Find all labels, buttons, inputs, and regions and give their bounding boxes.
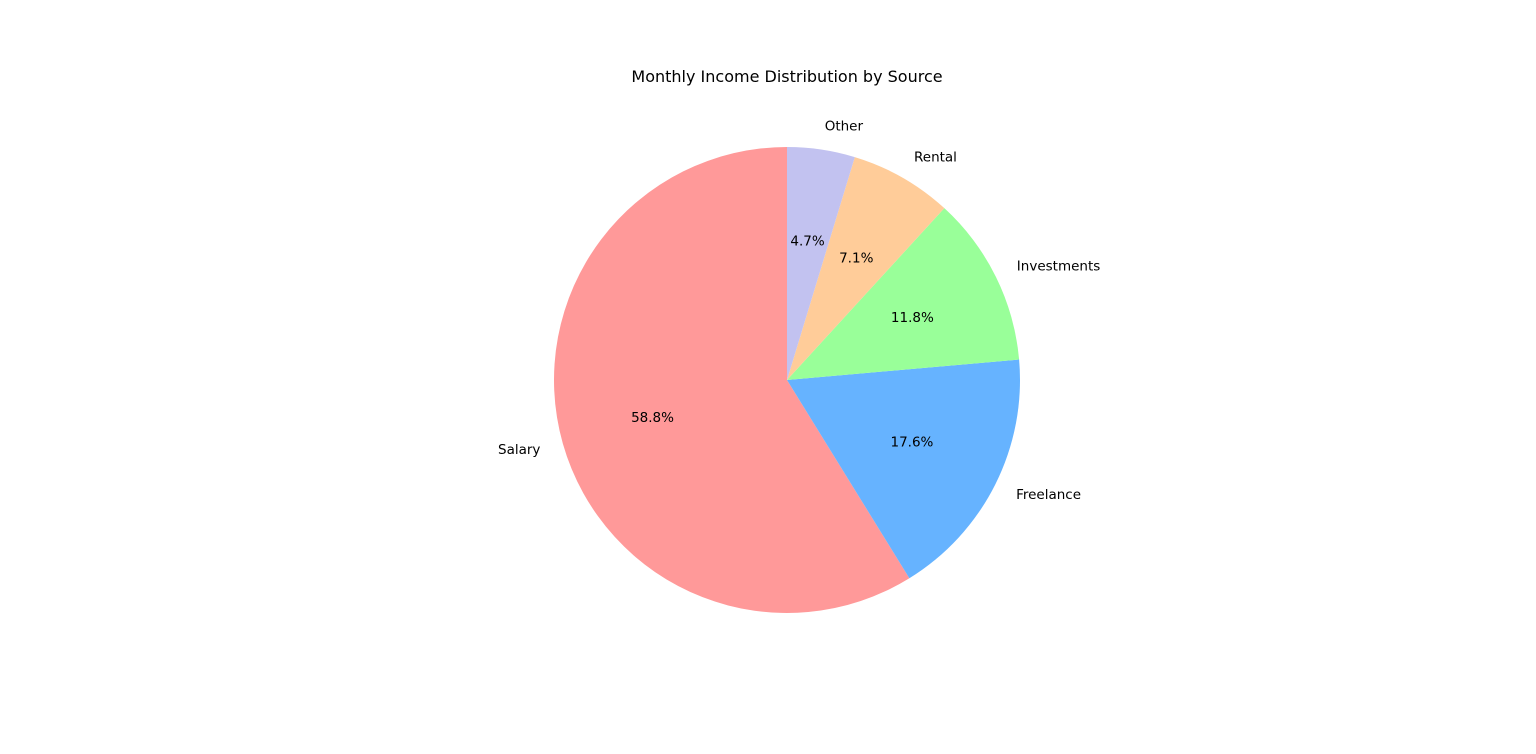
pie-slice-other [787, 147, 855, 380]
pie-slice-rental [787, 157, 945, 380]
slice-label-salary: Salary [498, 442, 540, 458]
percent-label-rental: 7.1% [839, 251, 873, 267]
pie-slice-investments [787, 208, 1020, 380]
pie-labels: Salary Freelance Investments Rental Other [498, 118, 1100, 502]
percent-label-other: 4.7% [790, 234, 824, 250]
pie-slices [554, 147, 1020, 614]
pie-slice-salary [554, 147, 910, 614]
percent-label-salary: 58.8% [631, 410, 674, 426]
slice-label-investments: Investments [1017, 259, 1101, 275]
slice-label-rental: Rental [914, 149, 957, 165]
percent-label-investments: 11.8% [891, 310, 934, 326]
percent-label-freelance: 17.6% [891, 435, 934, 451]
slice-label-other: Other [825, 118, 864, 134]
pie-slice-freelance [787, 359, 1020, 579]
pie-percent-labels: 58.8% 17.6% 11.8% 7.1% 4.7% [631, 234, 934, 451]
slice-label-freelance: Freelance [1016, 487, 1081, 503]
chart-title: Monthly Income Distribution by Source [631, 67, 942, 86]
